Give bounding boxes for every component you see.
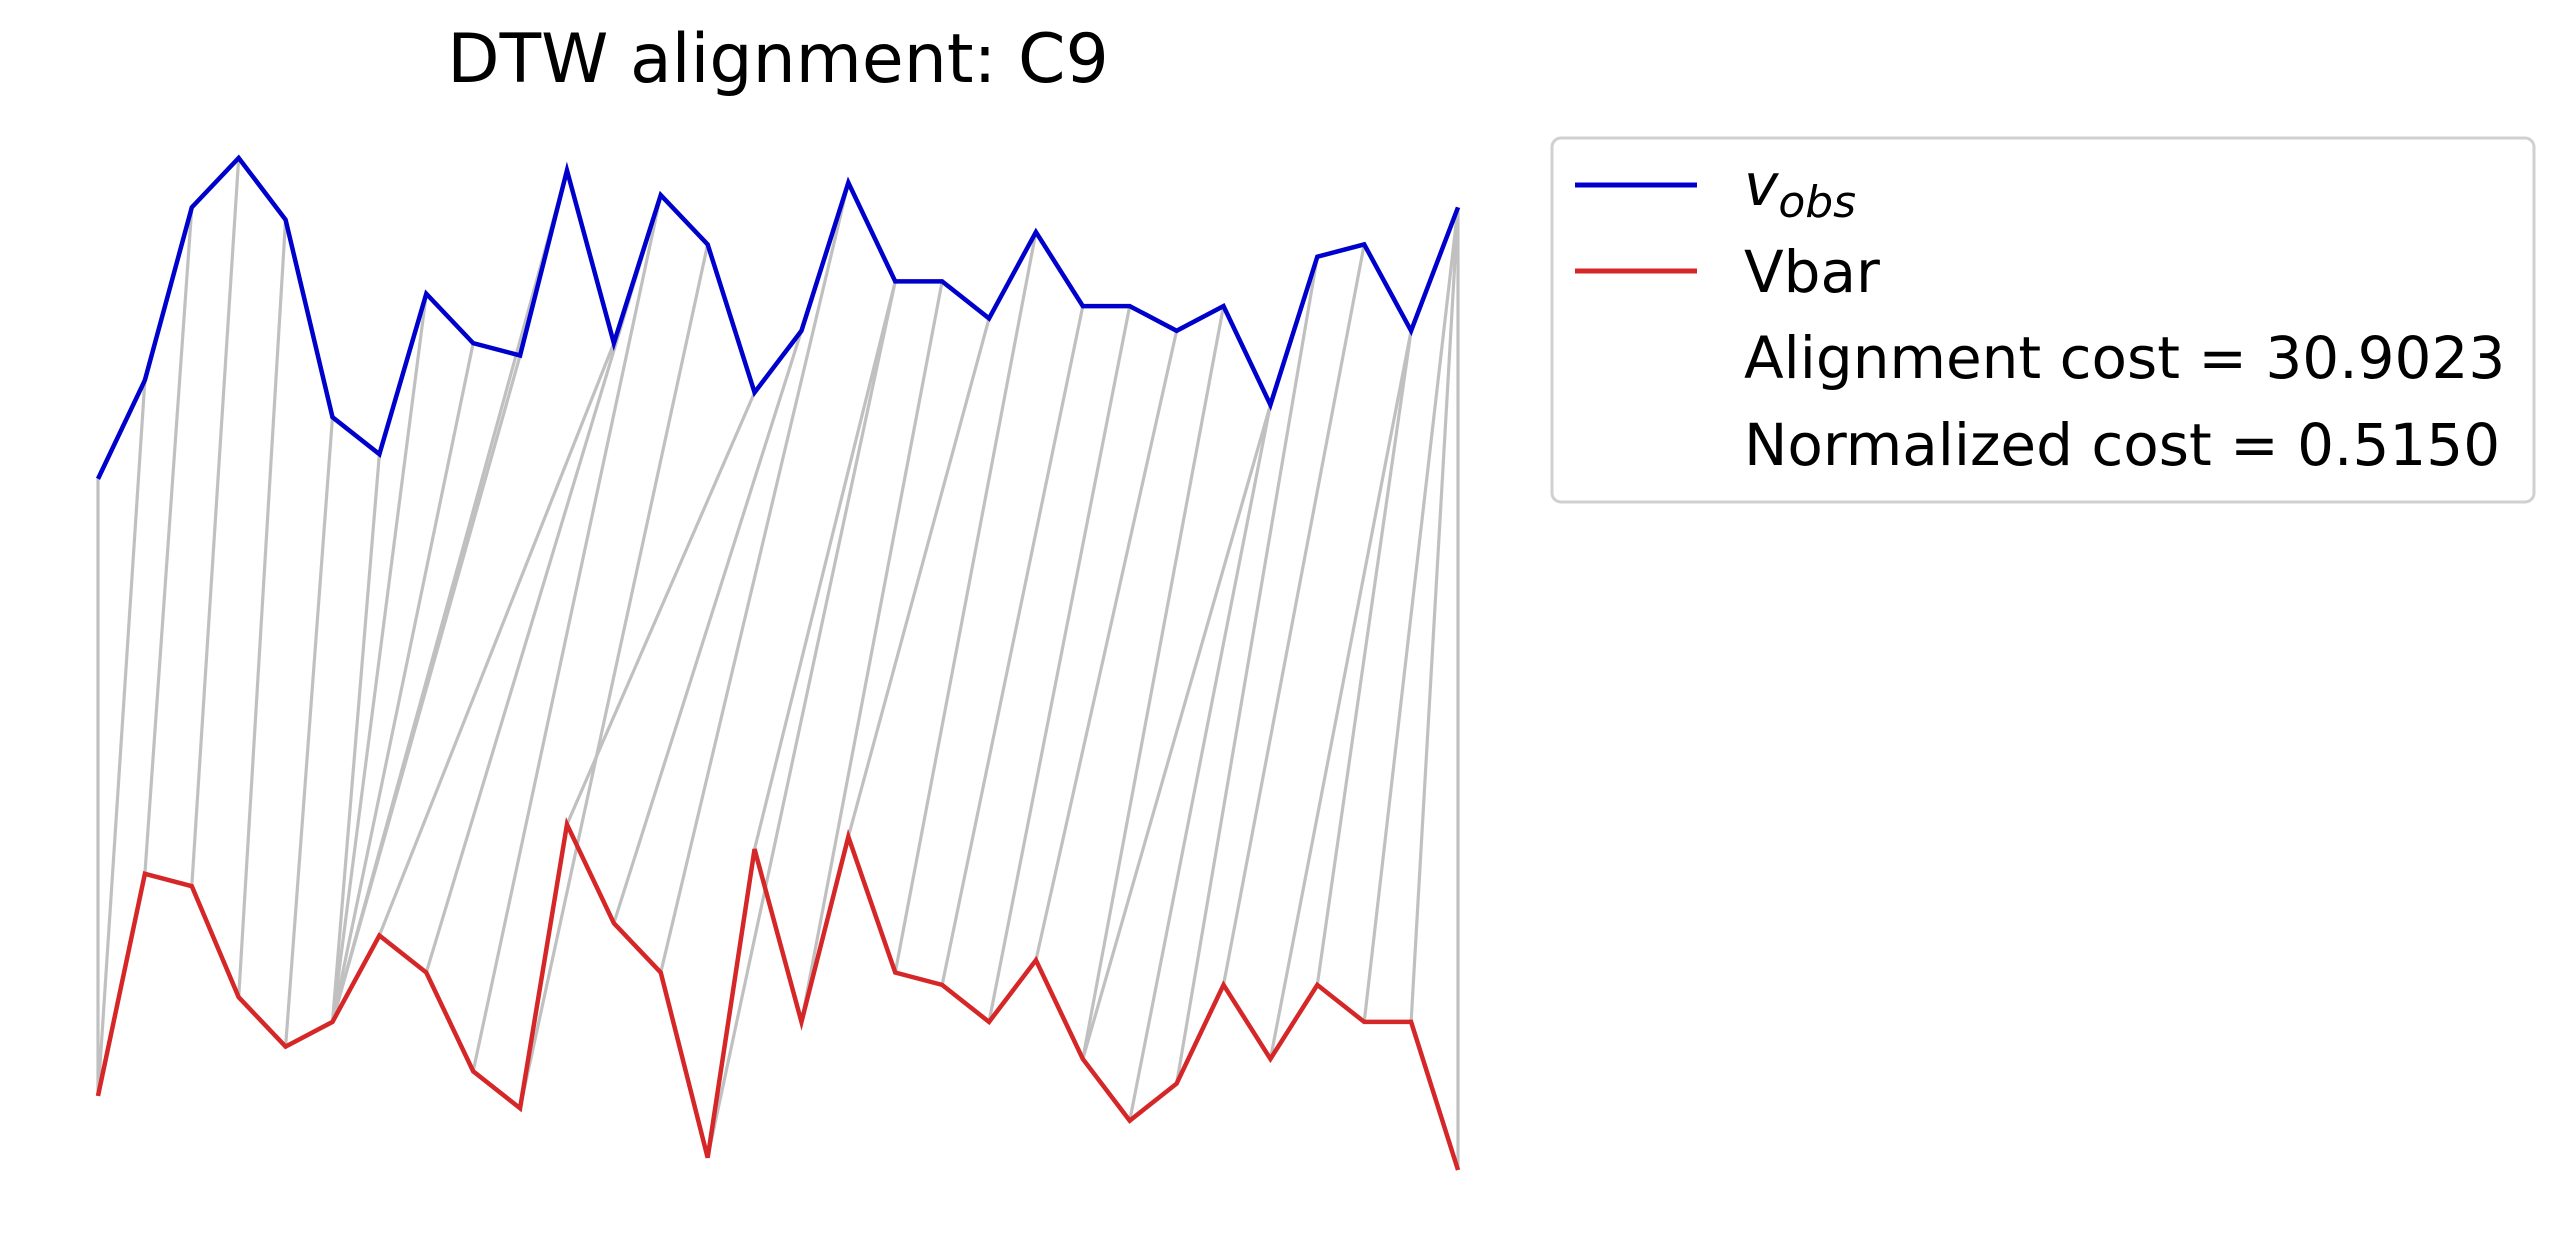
legend-label-vbar: Vbar bbox=[1744, 238, 1880, 306]
alignment-connector-15 bbox=[565, 391, 757, 826]
alignment-connector-16 bbox=[612, 330, 803, 924]
alignment-connector-30 bbox=[1221, 244, 1366, 986]
alignment-connector-18 bbox=[706, 281, 897, 1158]
legend-normalized-cost: Normalized cost = 0.5150 bbox=[1744, 411, 2500, 479]
alignment-connector-20 bbox=[799, 281, 944, 1023]
alignment-connector-8 bbox=[330, 342, 475, 1023]
alignment-connector-17 bbox=[659, 182, 850, 973]
legend-label-vobs: vobs bbox=[1744, 151, 1856, 228]
alignment-connector-21 bbox=[846, 318, 991, 838]
legend-label-vobs-main: v bbox=[1744, 151, 1780, 219]
alignment-connector-26 bbox=[1081, 305, 1226, 1060]
alignment-connector-24 bbox=[987, 305, 1132, 1023]
alignment-connectors bbox=[96, 157, 1460, 1170]
series-lines bbox=[95, 154, 1461, 1171]
legend-label-vobs-sub: obs bbox=[1778, 177, 1856, 228]
chart-title: DTW alignment: C9 bbox=[447, 20, 1109, 99]
alignment-connector-6 bbox=[330, 454, 381, 1023]
alignment-connector-27 bbox=[1081, 404, 1272, 1060]
alignment-connector-25 bbox=[1034, 330, 1179, 961]
series-line-vbar bbox=[95, 816, 1461, 1171]
legend: vobs Vbar Alignment cost = 30.9023 Norma… bbox=[1550, 136, 2536, 504]
alignment-connector-31 bbox=[1268, 330, 1413, 1060]
alignment-connector-10 bbox=[330, 169, 569, 1023]
alignment-connector-33 bbox=[1362, 207, 1460, 1023]
alignment-connector-1 bbox=[96, 380, 147, 1097]
alignment-connector-5 bbox=[283, 417, 335, 1047]
alignment-connector-11 bbox=[377, 342, 616, 937]
alignment-connector-14 bbox=[518, 244, 710, 1109]
alignment-connector-28 bbox=[1128, 404, 1272, 1121]
alignment-connector-23 bbox=[940, 305, 1085, 986]
series-line-vobs bbox=[95, 154, 1461, 480]
alignment-connector-22 bbox=[893, 231, 1038, 973]
alignment-connector-34 bbox=[1409, 207, 1460, 1022]
legend-frame bbox=[1550, 136, 2536, 504]
alignment-connector-4 bbox=[237, 219, 288, 998]
legend-alignment-cost: Alignment cost = 30.9023 bbox=[1744, 324, 2505, 392]
alignment-connector-2 bbox=[143, 207, 194, 874]
alignment-connector-3 bbox=[190, 157, 241, 887]
alignment-connector-32 bbox=[1315, 330, 1413, 986]
alignment-connector-19 bbox=[752, 281, 897, 850]
alignment-connector-7 bbox=[330, 293, 428, 1023]
alignment-connector-29 bbox=[1175, 256, 1319, 1084]
alignment-connector-13 bbox=[471, 194, 663, 1072]
